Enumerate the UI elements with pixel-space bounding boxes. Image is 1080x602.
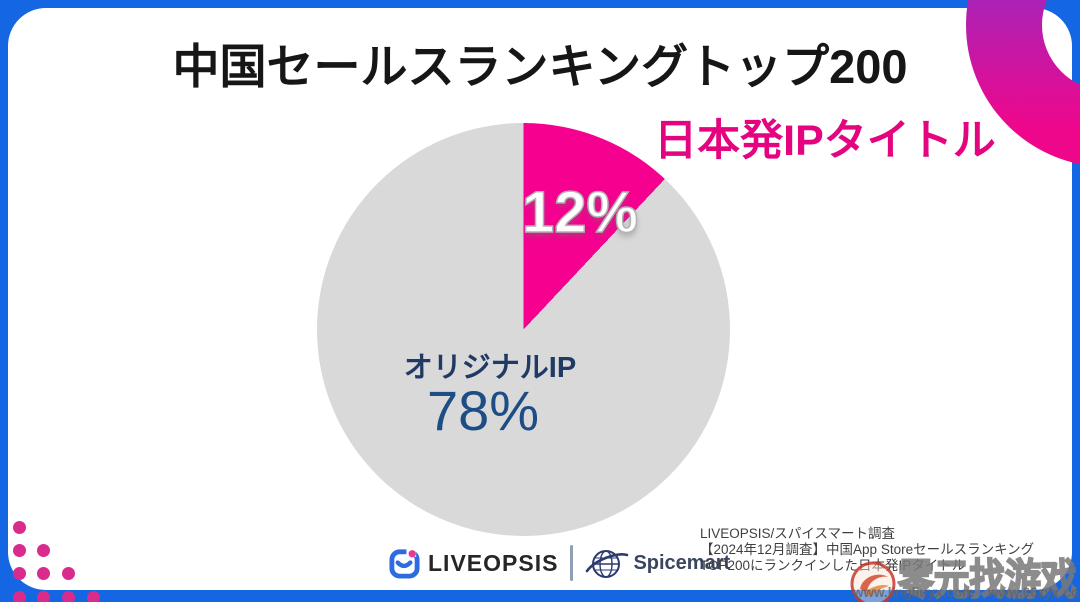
decor-dot bbox=[86, 590, 100, 602]
decor-dot bbox=[12, 543, 26, 557]
decor-dot bbox=[12, 590, 26, 602]
original-ip-percentage: 78% bbox=[426, 379, 540, 442]
spicemart-text: Spicemart bbox=[633, 551, 731, 574]
liveopsis-text: LIVEOPSIS bbox=[428, 549, 559, 576]
watermark-logo-icon bbox=[850, 561, 896, 602]
decor-dot bbox=[62, 590, 76, 602]
original-ip-label: オリジナルIP bbox=[403, 352, 577, 384]
watermark-text: 零元找游戏 bbox=[897, 555, 1077, 602]
liveopsis-icon bbox=[389, 547, 420, 579]
watermark-url-1: www.lingliuyx.com bbox=[853, 585, 975, 600]
liveopsis-logo: LIVEOPSIS bbox=[388, 547, 558, 580]
page-title: 中国セールスランキングトップ200 bbox=[172, 40, 908, 93]
decor-dot bbox=[37, 543, 51, 557]
decor-dot bbox=[12, 567, 26, 581]
footer-logos: LIVEOPSIS Spicemart bbox=[388, 542, 730, 584]
source-line-1: LIVEOPSIS/スパイスマート調査 bbox=[700, 526, 895, 541]
spicemart-globe-icon bbox=[586, 550, 629, 578]
pie-chart bbox=[317, 123, 730, 536]
source-line-2: 【2024年12月調査】中国App Storeセールスランキング bbox=[700, 541, 1035, 557]
decor-dot bbox=[62, 567, 76, 581]
spicemart-logo: Spicemart bbox=[585, 542, 730, 584]
logo-divider bbox=[570, 545, 574, 581]
watermark-url-2: www.06zyx.com bbox=[988, 585, 1080, 600]
watermark-urls: www.lingliuyx.com www.06zyx.com bbox=[853, 585, 1080, 600]
decor-dot bbox=[37, 590, 51, 602]
source-line-3: TOP200にランクインした日本発IPタイトル bbox=[700, 557, 966, 573]
japan-ip-percentage: 12% bbox=[521, 180, 639, 245]
japan-ip-label: 日本発IPタイトル bbox=[654, 117, 996, 165]
decor-dot bbox=[37, 567, 51, 581]
crescent-decoration-icon bbox=[966, 0, 1080, 165]
source-note: LIVEOPSIS/スパイスマート調査 【2024年12月調査】中国App St… bbox=[700, 526, 1034, 573]
decor-dot bbox=[12, 520, 26, 534]
